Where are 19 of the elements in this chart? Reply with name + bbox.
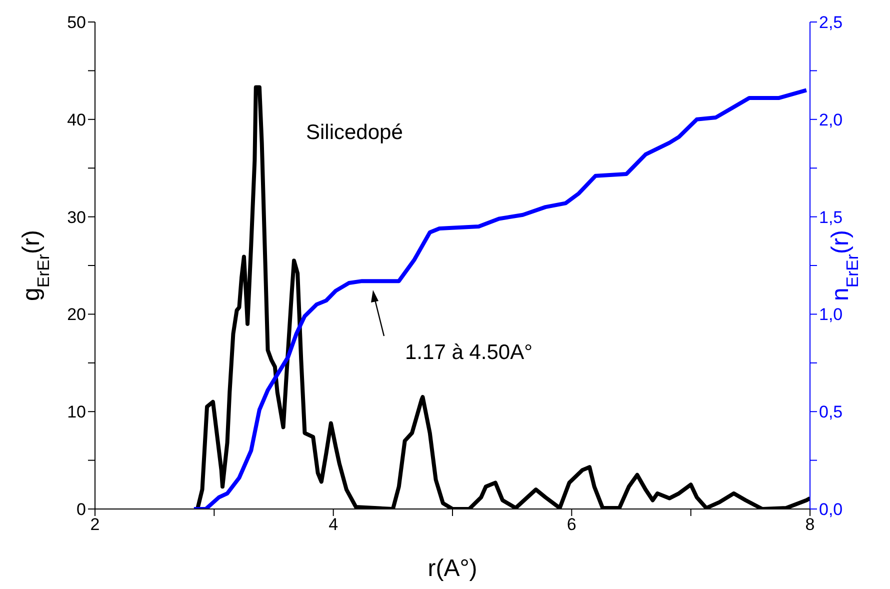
- y-tick-label: 0: [76, 500, 86, 520]
- x-tick-label: 6: [566, 515, 576, 534]
- y2-tick-label: 1,0: [819, 305, 843, 324]
- x-tick-label: 8: [805, 515, 815, 534]
- y2-tick-label: 2,5: [819, 13, 843, 32]
- y2-tick-label: 1,5: [819, 208, 843, 227]
- y2-tick-label: 2,0: [819, 110, 843, 130]
- y-tick-label: 30: [67, 208, 86, 227]
- x-tick-label: 4: [328, 515, 338, 534]
- x-tick-label: 2: [90, 515, 100, 534]
- y2-tick-label: 0,0: [819, 500, 843, 520]
- x-axis-title: r(A°): [428, 555, 478, 582]
- y-tick-label: 10: [67, 402, 86, 422]
- y-tick-label: 50: [67, 13, 86, 32]
- y-tick-label: 40: [67, 110, 86, 130]
- annotation: 1.17 à 4.50A°: [405, 341, 532, 365]
- annotation: Silicedopé: [306, 121, 403, 145]
- y2-tick-label: 0,5: [819, 402, 843, 422]
- y-tick-label: 20: [67, 305, 86, 324]
